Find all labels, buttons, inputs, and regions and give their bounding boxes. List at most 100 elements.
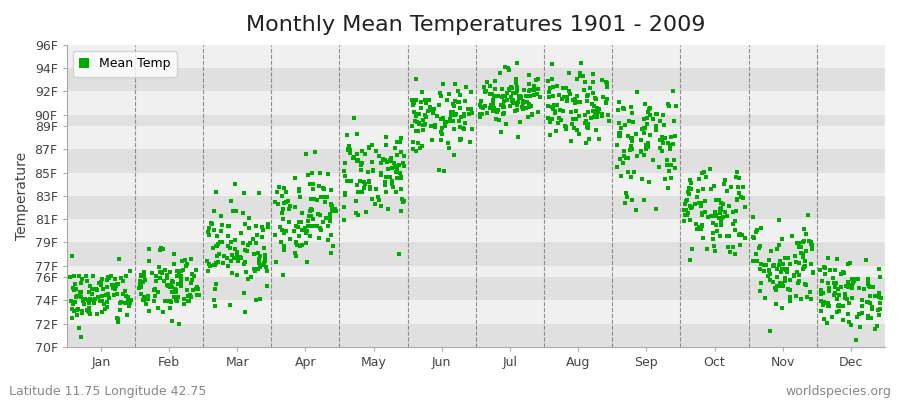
Point — [620, 194, 634, 200]
Point — [774, 269, 788, 276]
Point — [510, 88, 525, 94]
Point — [292, 186, 307, 192]
Point — [626, 135, 640, 141]
Point — [100, 304, 114, 310]
Point — [714, 216, 728, 223]
Point — [323, 214, 338, 220]
Point — [149, 272, 164, 279]
Point — [638, 142, 652, 148]
Point — [361, 179, 375, 185]
Point — [797, 263, 812, 270]
Point — [516, 98, 530, 105]
Point — [99, 292, 113, 299]
Point — [271, 201, 285, 207]
Point — [493, 101, 508, 108]
Point — [314, 193, 328, 200]
Point — [418, 100, 433, 106]
Point — [727, 218, 742, 224]
Point — [592, 136, 607, 143]
Point — [749, 229, 763, 235]
Point — [814, 288, 828, 294]
Point — [500, 64, 515, 71]
Point — [181, 298, 195, 304]
Point — [616, 160, 630, 166]
Point — [89, 287, 104, 293]
Point — [392, 139, 407, 145]
Point — [359, 209, 374, 216]
Point — [582, 136, 597, 143]
Point — [356, 148, 370, 154]
Point — [223, 198, 238, 204]
Point — [712, 197, 726, 203]
Point — [207, 227, 221, 234]
Point — [569, 108, 583, 114]
Point — [368, 201, 382, 207]
Point — [448, 112, 463, 118]
Point — [94, 298, 108, 304]
Point — [508, 90, 523, 96]
Point — [732, 232, 746, 238]
Point — [626, 138, 640, 144]
Point — [237, 260, 251, 267]
Point — [612, 120, 626, 126]
Point — [414, 99, 428, 105]
Point — [588, 110, 602, 116]
Point — [821, 300, 835, 306]
Point — [703, 185, 717, 192]
Point — [710, 227, 724, 234]
Point — [814, 278, 829, 284]
Point — [409, 96, 423, 103]
Point — [201, 229, 215, 236]
Point — [623, 147, 637, 153]
Point — [79, 307, 94, 314]
Point — [634, 148, 648, 154]
Point — [473, 111, 488, 117]
Point — [231, 254, 246, 260]
Point — [449, 111, 464, 117]
Point — [662, 142, 677, 149]
Point — [695, 170, 709, 176]
Point — [153, 269, 167, 276]
Point — [412, 144, 427, 151]
Point — [116, 278, 130, 284]
Point — [356, 184, 371, 191]
Point — [821, 303, 835, 309]
Point — [438, 118, 453, 125]
Point — [328, 206, 342, 212]
Point — [153, 274, 167, 281]
Point — [406, 99, 420, 106]
Point — [828, 290, 842, 296]
Point — [111, 316, 125, 322]
Point — [706, 235, 721, 242]
Point — [586, 108, 600, 114]
Point — [226, 207, 240, 214]
Point — [222, 302, 237, 308]
Point — [74, 288, 88, 295]
Point — [652, 163, 666, 170]
Point — [220, 263, 235, 269]
Point — [662, 102, 677, 109]
Point — [321, 223, 336, 229]
Point — [545, 84, 560, 90]
Point — [357, 181, 372, 187]
Point — [118, 299, 132, 306]
Point — [442, 145, 456, 151]
Point — [495, 86, 509, 92]
Point — [522, 80, 536, 87]
Point — [102, 294, 116, 301]
Point — [478, 88, 492, 94]
Point — [464, 138, 478, 145]
Point — [749, 250, 763, 257]
Point — [588, 95, 602, 102]
Point — [576, 73, 590, 79]
Point — [511, 99, 526, 105]
Point — [601, 118, 616, 125]
Point — [325, 205, 339, 212]
Point — [630, 152, 644, 159]
Point — [151, 289, 166, 295]
Point — [629, 206, 643, 213]
Point — [434, 116, 448, 122]
Point — [508, 90, 523, 96]
Point — [482, 105, 497, 112]
Point — [275, 216, 290, 222]
